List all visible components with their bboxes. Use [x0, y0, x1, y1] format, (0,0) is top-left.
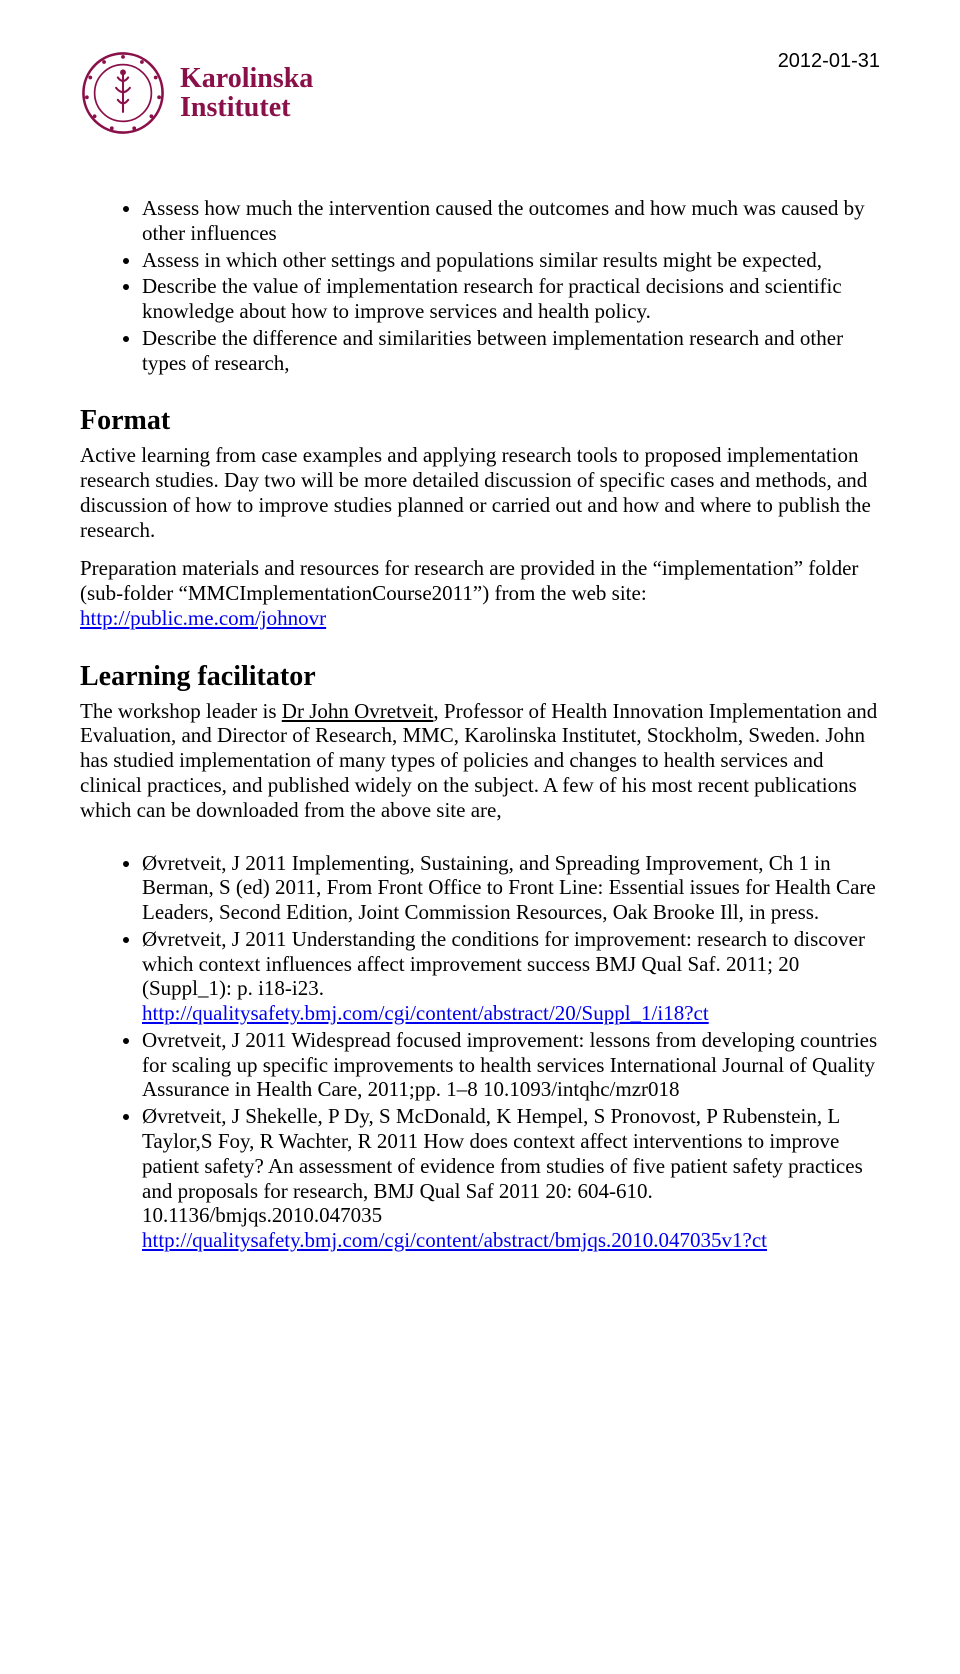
brand-logo-block: Karolinska Institutet: [80, 50, 313, 136]
format-paragraph-1: Active learning from case examples and a…: [80, 443, 880, 542]
page: Karolinska Institutet 2012-01-31 Assess …: [0, 0, 960, 1339]
list-item: Øvretveit, J 2011 Implementing, Sustaini…: [142, 851, 880, 925]
ref-text: Øvretveit, J Shekelle, P Dy, S McDonald,…: [142, 1104, 863, 1227]
document-date: 2012-01-31: [778, 50, 880, 73]
format-paragraph-2: Preparation materials and resources for …: [80, 556, 880, 630]
list-item: Øvretveit, J Shekelle, P Dy, S McDonald,…: [142, 1104, 880, 1253]
format-p2-text: Preparation materials and resources for …: [80, 556, 858, 605]
facilitator-pre: The workshop leader is: [80, 699, 282, 723]
brand-line-1: Karolinska: [180, 64, 313, 93]
list-item: Describe the value of implementation res…: [142, 274, 880, 324]
brand-text: Karolinska Institutet: [180, 64, 313, 123]
list-item: Ovretveit, J 2011 Widespread focused imp…: [142, 1028, 880, 1102]
list-item: Assess how much the intervention caused …: [142, 196, 880, 246]
ref-text: Øvretveit, J 2011 Understanding the cond…: [142, 927, 865, 1001]
karolinska-seal-icon: [80, 50, 166, 136]
facilitator-paragraph: The workshop leader is Dr John Ovretveit…: [80, 699, 880, 823]
format-heading: Format: [80, 405, 880, 437]
list-item: Øvretveit, J 2011 Understanding the cond…: [142, 927, 880, 1026]
list-item: Assess in which other settings and popul…: [142, 248, 880, 273]
brand-line-2: Institutet: [180, 93, 313, 122]
facilitator-heading: Learning facilitator: [80, 661, 880, 693]
references-list: Øvretveit, J 2011 Implementing, Sustaini…: [80, 851, 880, 1253]
resources-link[interactable]: http://public.me.com/johnovr: [80, 606, 326, 630]
ref-link[interactable]: http://qualitysafety.bmj.com/cgi/content…: [142, 1001, 709, 1025]
list-item: Describe the difference and similarities…: [142, 326, 880, 376]
ref-link[interactable]: http://qualitysafety.bmj.com/cgi/content…: [142, 1228, 767, 1252]
page-header: Karolinska Institutet 2012-01-31: [80, 50, 880, 136]
facilitator-name: Dr John Ovretveit: [282, 699, 434, 723]
objectives-list: Assess how much the intervention caused …: [80, 196, 880, 375]
